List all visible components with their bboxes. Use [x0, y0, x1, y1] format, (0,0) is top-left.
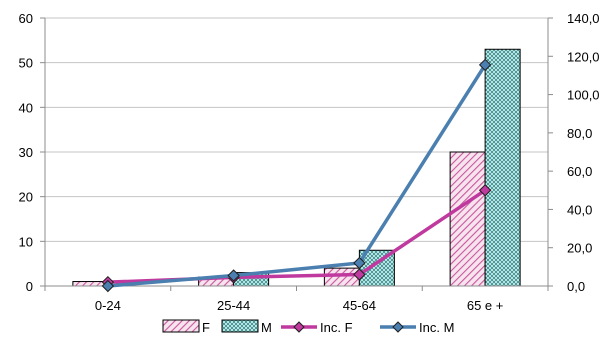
y-right-tick-label: 120,0	[567, 49, 600, 64]
legend-label-inc-f: Inc. F	[320, 320, 353, 335]
bars	[72, 48, 521, 287]
marker-inc-f-3	[478, 184, 492, 197]
y-left-tick-label: 0	[26, 279, 33, 294]
marker-inc-m-2	[353, 256, 366, 270]
marker-inc-m-0	[101, 279, 115, 293]
y-left-tick-label: 30	[19, 145, 33, 160]
legend-marker-inc-m	[392, 321, 404, 333]
x-tick-label: 65 e +	[467, 298, 504, 313]
legend-swatch-m	[221, 319, 259, 333]
tick-labels: 0 10 20 30 40 50 60 0,0 20,0 40,0 60,0 80,0 100,0 120…	[19, 11, 600, 313]
y-right-tick-label: 60,0	[567, 164, 592, 179]
legend-label-inc-m: Inc. M	[419, 320, 454, 335]
legend-label-f: F	[202, 320, 210, 335]
bar-f-2	[323, 267, 360, 287]
marker-inc-f-2	[353, 268, 366, 281]
y-right-tick-label: 20,0	[567, 241, 592, 256]
series-lines	[101, 58, 492, 293]
y-right-tick-label: 80,0	[567, 126, 592, 141]
y-right-tick-label: 40,0	[567, 202, 592, 217]
y-left-tick-label: 60	[19, 11, 33, 26]
legend: F M Inc. F Inc. M	[162, 319, 454, 335]
x-tick-label: 0-24	[95, 298, 121, 313]
bar-m-3	[484, 48, 521, 287]
y-left-tick-label: 40	[19, 100, 33, 115]
y-right-tick-label: 100,0	[567, 88, 600, 103]
y-right-tick-label: 0,0	[567, 279, 585, 294]
y-left-tick-label: 50	[19, 56, 33, 71]
marker-inc-m-1	[227, 269, 240, 282]
legend-label-m: M	[261, 320, 272, 335]
bar-f-3	[449, 151, 486, 287]
legend-swatch-f	[162, 319, 200, 333]
x-tick-label: 25-44	[217, 298, 250, 313]
y-left-tick-label: 10	[19, 234, 33, 249]
line-inc-m	[107, 63, 487, 288]
gridlines	[45, 17, 548, 287]
marker-inc-m-3	[478, 58, 492, 72]
legend-marker-inc-f	[293, 321, 305, 333]
y-left-tick-label: 20	[19, 190, 33, 205]
y-right-tick-label: 140,0	[567, 11, 600, 26]
x-tick-label: 45-64	[343, 298, 376, 313]
